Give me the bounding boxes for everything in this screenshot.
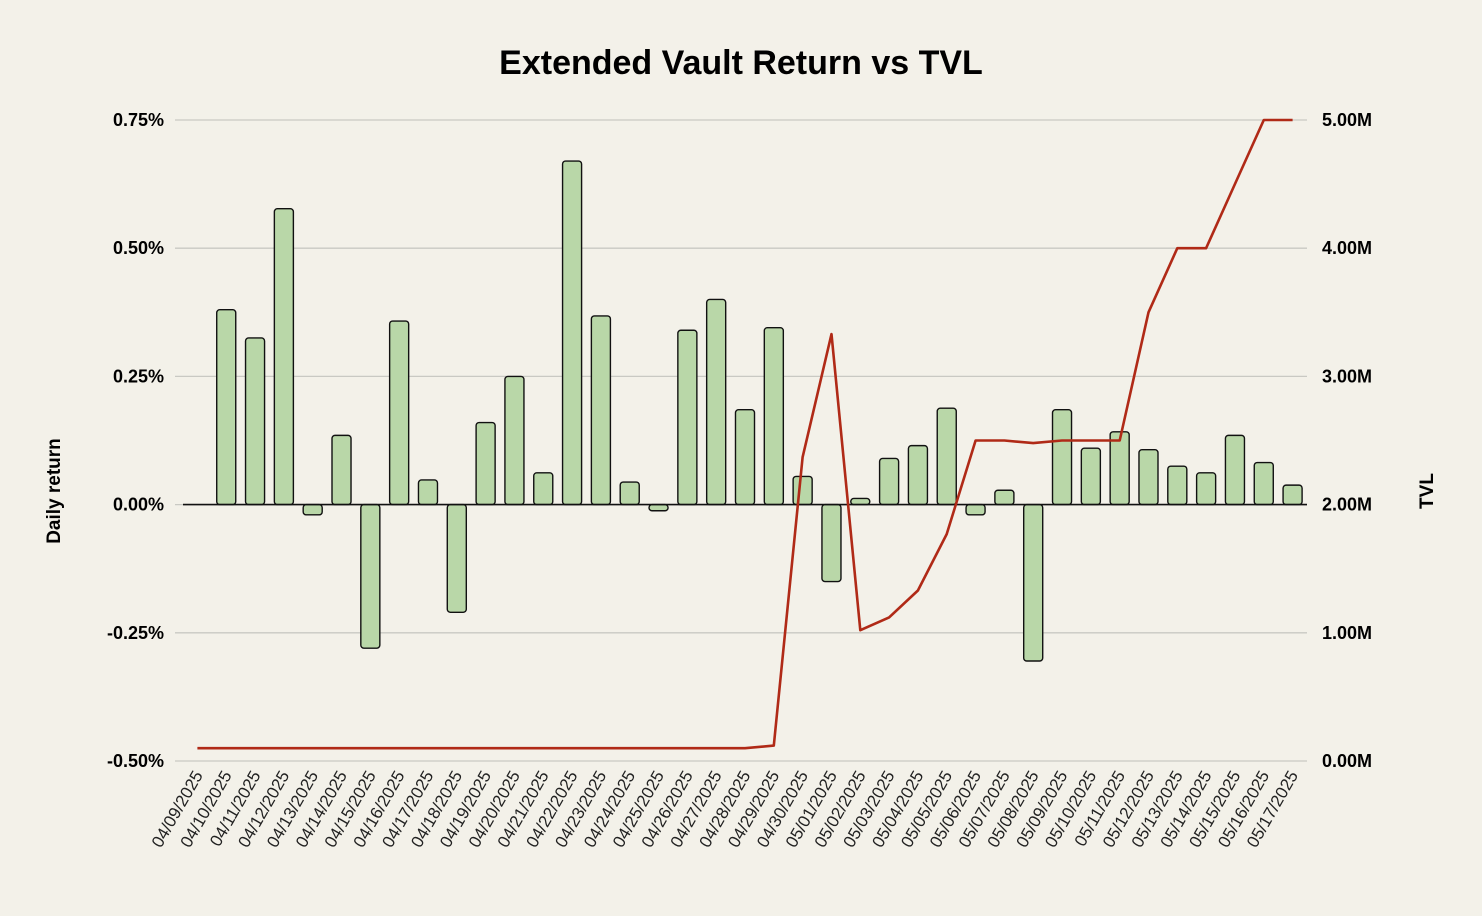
return-bar-04-16-2025 <box>388 320 410 506</box>
return-bar-04-29-2025 <box>763 326 785 506</box>
right-y-tick-label: 5.00M <box>1322 110 1372 130</box>
left-axis-title: Daily return <box>44 438 65 544</box>
return-bar-04-19-2025 <box>475 421 496 506</box>
right-y-tick-label: 2.00M <box>1322 495 1372 515</box>
return-bar-05-03-2025 <box>878 457 900 506</box>
left-y-tick-label: 0.50% <box>113 238 164 258</box>
return-bar-05-05-2025 <box>936 407 957 506</box>
right-axis-title: TVL <box>1417 473 1438 509</box>
return-bar-04-24-2025 <box>619 481 640 506</box>
right-y-tick-label: 1.00M <box>1322 623 1372 643</box>
return-bar-04-12-2025 <box>273 208 295 506</box>
right-y-tick-label: 4.00M <box>1322 238 1372 258</box>
right-y-tick-label: 0.00M <box>1322 751 1372 771</box>
return-bar-04-14-2025 <box>331 434 352 506</box>
return-bar-04-20-2025 <box>504 375 525 506</box>
daily-return-bars <box>216 160 1303 662</box>
return-bar-05-08-2025 <box>1022 503 1044 662</box>
return-bar-04-26-2025 <box>677 329 698 506</box>
return-bar-05-15-2025 <box>1224 434 1246 506</box>
return-bar-05-07-2025 <box>994 489 1015 506</box>
return-bar-05-14-2025 <box>1195 472 1217 506</box>
chart-title: Extended Vault Return vs TVL <box>499 44 983 82</box>
left-y-axis-ticks: 0.75% 0.50% 0.25% 0.00% -0.25% -0.50% <box>107 110 164 771</box>
return-bar-04-17-2025 <box>417 479 439 506</box>
return-bar-04-25-2025 <box>648 503 669 512</box>
return-bar-05-17-2025 <box>1282 484 1303 506</box>
left-y-tick-label: -0.25% <box>107 623 164 643</box>
left-y-tick-label: 0.75% <box>113 110 164 130</box>
tvl-line-series <box>197 118 1293 750</box>
return-bar-05-01-2025 <box>821 503 842 583</box>
right-y-tick-label: 3.00M <box>1322 366 1372 386</box>
return-bar-04-21-2025 <box>533 472 554 506</box>
return-bar-04-13-2025 <box>302 503 323 516</box>
return-bar-04-15-2025 <box>360 503 381 649</box>
return-bar-05-02-2025 <box>850 497 871 506</box>
return-bar-04-30-2025 <box>792 475 813 506</box>
return-bar-04-28-2025 <box>734 409 756 506</box>
x-axis-ticks: 04/09/202504/10/202504/11/202504/12/2025… <box>148 768 1302 851</box>
left-y-tick-label: 0.00% <box>113 495 164 515</box>
return-bar-04-11-2025 <box>244 337 266 506</box>
return-bar-04-10-2025 <box>216 309 237 506</box>
left-y-tick-label: 0.25% <box>113 366 164 386</box>
return-bar-04-18-2025 <box>446 503 468 613</box>
return-bar-04-23-2025 <box>590 315 612 506</box>
return-bar-05-12-2025 <box>1138 449 1159 506</box>
right-y-axis-ticks: 5.00M 4.00M 3.00M 2.00M 1.00M 0.00M <box>1322 110 1372 771</box>
return-bar-05-10-2025 <box>1080 447 1102 506</box>
return-bar-05-16-2025 <box>1253 461 1274 506</box>
left-y-tick-label: -0.50% <box>107 751 164 771</box>
return-bar-04-22-2025 <box>561 160 583 506</box>
return-bar-04-27-2025 <box>705 298 727 506</box>
return-bar-05-11-2025 <box>1109 431 1130 506</box>
tvl-line <box>197 118 1293 750</box>
return-bar-05-06-2025 <box>965 503 986 516</box>
return-bar-05-04-2025 <box>907 444 929 506</box>
return-bar-05-13-2025 <box>1167 465 1188 506</box>
return-bar-05-09-2025 <box>1051 409 1073 506</box>
